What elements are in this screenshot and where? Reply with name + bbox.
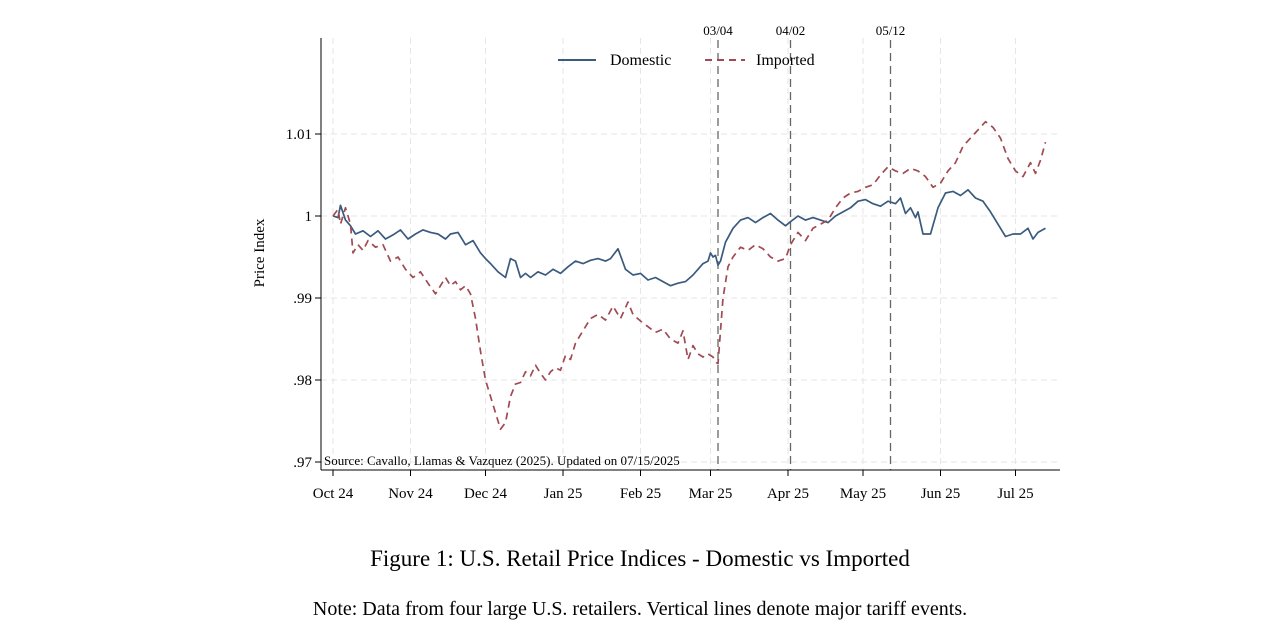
event-label: 04/02	[776, 23, 806, 38]
event-label: 03/04	[703, 23, 733, 38]
y-tick-label: 1.01	[286, 127, 312, 143]
source-note: Source: Cavallo, Llamas & Vazquez (2025)…	[324, 453, 680, 468]
series-line-imported	[332, 120, 1047, 431]
legend-label-imported: Imported	[756, 52, 815, 69]
legend-label-domestic: Domestic	[610, 52, 671, 69]
x-tick-label: Jun 25	[921, 486, 961, 502]
axes	[320, 38, 1060, 471]
x-tick-label: Feb 25	[620, 486, 661, 502]
y-tick-label: .97	[293, 455, 312, 471]
x-tick-label: Mar 25	[689, 486, 733, 502]
x-tick-label: Jul 25	[997, 486, 1033, 502]
x-tick-label: Jan 25	[544, 486, 583, 502]
event-lines: 03/04 04/02 05/12	[703, 23, 905, 470]
figure-note: Note: Data from four large U.S. retailer…	[312, 598, 968, 620]
series-lines	[332, 120, 1047, 431]
figure-caption: Figure 1: U.S. Retail Price Indices - Do…	[370, 546, 910, 571]
series-line-domestic	[332, 188, 1046, 287]
gridlines	[321, 38, 1060, 470]
legend: Domestic Imported	[558, 52, 815, 69]
x-tick-label: May 25	[840, 486, 886, 502]
y-tick-label: .98	[293, 373, 312, 389]
x-tick-label: Oct 24	[313, 486, 354, 502]
x-tick-label: Apr 25	[767, 486, 809, 502]
y-axis-label: Price Index	[252, 218, 268, 287]
event-label: 05/12	[876, 23, 906, 38]
x-tick-label: Dec 24	[464, 486, 507, 502]
x-tick-label: Nov 24	[388, 486, 433, 502]
y-tick-label: .99	[293, 291, 312, 307]
line-chart: 03/04 04/02 05/12 .97 .98 .99 1 1.01 Oct 24 Nov …	[252, 23, 1060, 502]
y-tick-label: 1	[305, 209, 313, 225]
tick-labels: .97 .98 .99 1 1.01 Oct 24 Nov 24 Dec 24 Jan 25 Fe…	[286, 127, 1034, 502]
